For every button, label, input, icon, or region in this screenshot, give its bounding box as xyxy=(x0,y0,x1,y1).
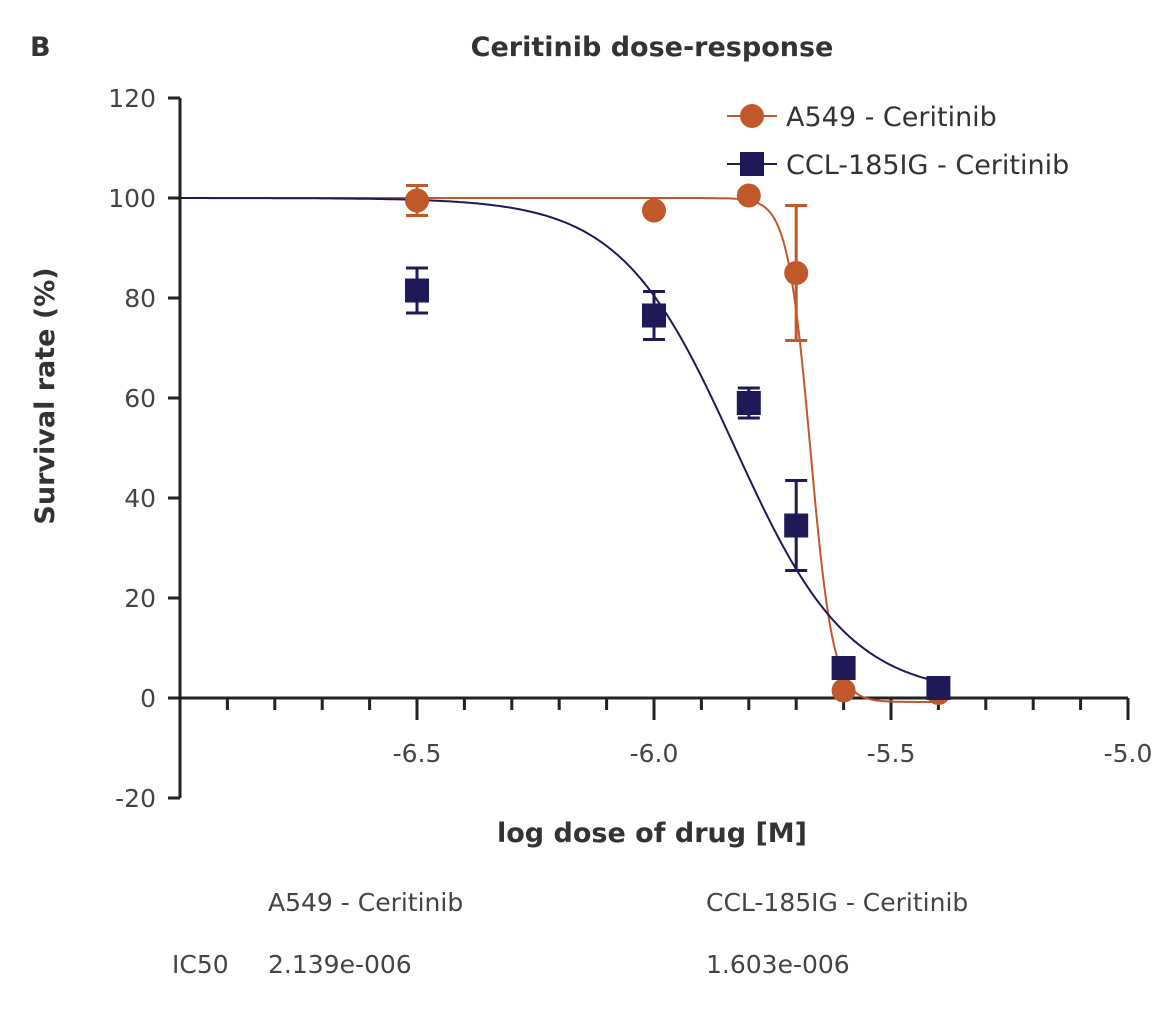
data-point-square xyxy=(831,656,856,680)
y-tick-label: 20 xyxy=(124,584,156,613)
data-point-square xyxy=(926,676,951,700)
y-tick-label: -20 xyxy=(115,784,156,813)
panel-letter: B xyxy=(30,32,51,63)
y-tick-label: 120 xyxy=(108,84,156,113)
y-tick-label: 60 xyxy=(124,384,156,413)
legend: A549 - Ceritinib CCL-185IG - Ceritinib xyxy=(727,102,1069,181)
y-tick-label: 0 xyxy=(140,684,156,713)
legend-label: CCL-185IG - Ceritinib xyxy=(786,150,1069,181)
x-axis-label: log dose of drug [M] xyxy=(497,818,807,849)
ic50-column-ccl185ig: CCL-185IG - Ceritinib xyxy=(706,888,969,917)
axes: -20 0 20 40 60 80 100 120 -6.5 -6.0 -5.5 -5.0 xyxy=(108,84,1152,813)
data-point-circle xyxy=(642,198,666,223)
ic50-column-a549: A549 - Ceritinib xyxy=(268,888,464,917)
legend-label: A549 - Ceritinib xyxy=(786,102,997,133)
data-point-square xyxy=(642,303,666,328)
x-tick-label: -5.0 xyxy=(1104,739,1153,768)
data-point-circle xyxy=(784,261,809,285)
data-point-square xyxy=(736,391,761,415)
data-point-circle xyxy=(736,183,761,208)
fit-curve-series-0 xyxy=(180,197,938,703)
data-point-circle xyxy=(831,678,856,703)
x-tick-label: -5.5 xyxy=(867,739,916,768)
data-point-circle xyxy=(405,188,429,213)
y-tick-label: 80 xyxy=(124,284,156,313)
dose-response-chart: B Ceritinib dose-response -20 0 20 40 60 80 10… xyxy=(30,32,1152,849)
legend-marker-circle xyxy=(740,104,764,128)
fit-curve-series-1 xyxy=(180,197,939,683)
y-tick-label: 100 xyxy=(108,184,156,213)
y-axis-label: Survival rate (%) xyxy=(30,267,61,524)
data-point-square xyxy=(405,278,429,303)
ic50-value-ccl185ig: 1.603e-006 xyxy=(706,950,850,979)
data-point-square xyxy=(784,513,809,538)
y-tick-label: 40 xyxy=(124,484,156,513)
data-points xyxy=(405,183,951,705)
ic50-value-a549: 2.139e-006 xyxy=(268,950,412,979)
legend-marker-square xyxy=(740,152,764,176)
ic50-table: A549 - Ceritinib CCL-185IG - Ceritinib I… xyxy=(0,880,1156,990)
x-tick-label: -6.0 xyxy=(630,739,679,768)
chart-title: Ceritinib dose-response xyxy=(471,32,834,63)
fit-curves xyxy=(180,197,939,703)
x-tick-label: -6.5 xyxy=(393,739,442,768)
ic50-row-label: IC50 xyxy=(172,950,229,979)
